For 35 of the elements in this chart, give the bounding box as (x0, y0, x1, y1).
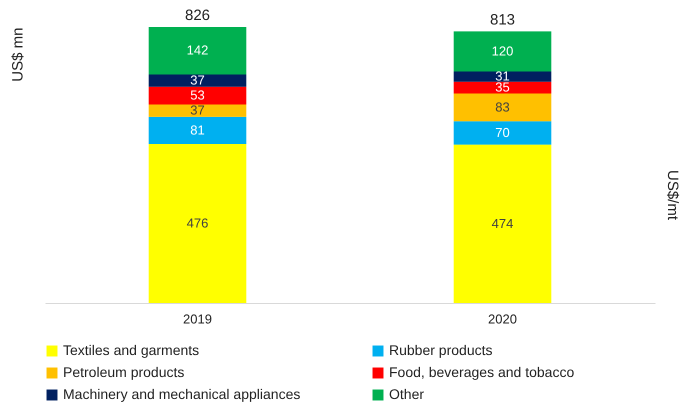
y2-axis-title: US$/mt (664, 170, 681, 220)
data-label: 476 (186, 215, 208, 230)
bar (454, 71, 552, 82)
data-label: 35 (495, 80, 510, 95)
bar (148, 116, 246, 144)
bar (148, 27, 246, 74)
data-label: 37 (190, 72, 205, 88)
legend-label: Rubber products (389, 342, 493, 358)
x-tick-label: 2019 (183, 312, 212, 326)
legend-label: Food, beverages and tobacco (389, 364, 574, 380)
data-label: 83 (495, 99, 510, 114)
legend-label: Petroleum products (63, 364, 184, 380)
bar (148, 74, 246, 87)
data-label: 37 (190, 102, 205, 118)
bar (148, 144, 246, 303)
legend-label: Machinery and mechanical appliances (63, 386, 300, 402)
bar (454, 93, 552, 122)
data-label: 70 (495, 124, 510, 140)
data-label: 81 (190, 122, 205, 138)
bar (454, 121, 552, 145)
data-label: 53 (190, 88, 205, 103)
bar (454, 82, 552, 94)
legend-label: Other (389, 386, 424, 402)
bar (148, 104, 246, 117)
data-label: 120 (492, 43, 514, 58)
bar (454, 144, 552, 303)
y-axis-title: US$ mn (10, 28, 26, 82)
total-label: 813 (490, 11, 516, 28)
total-label: 826 (184, 7, 210, 24)
x-tick-label: 2020 (488, 312, 517, 326)
bar (148, 86, 246, 105)
data-label: 474 (492, 216, 514, 231)
data-label: 142 (186, 42, 208, 58)
legend-label: Textiles and garments (63, 342, 200, 358)
bar (454, 31, 552, 72)
